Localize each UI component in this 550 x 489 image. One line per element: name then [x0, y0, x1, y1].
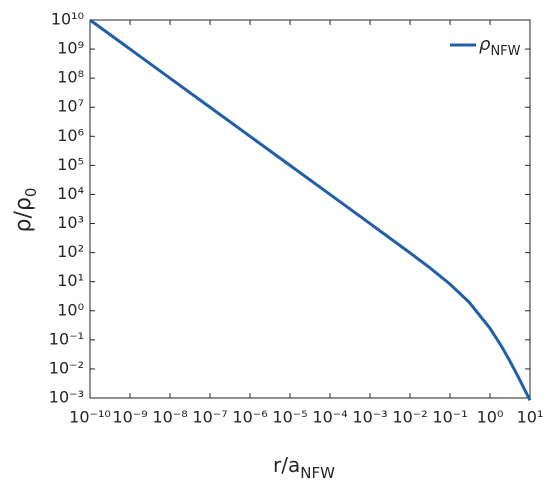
x-tick-label: 10⁻¹	[432, 408, 467, 427]
y-tick-label: 10³	[57, 213, 84, 232]
x-tick-label: 10⁻⁹	[112, 408, 147, 427]
y-tick-label: 10⁸	[57, 68, 84, 87]
x-tick-label: 10⁻¹⁰	[69, 408, 111, 427]
y-label-text: ρ/ρ	[11, 197, 36, 232]
x-tick-label: 10¹	[517, 408, 544, 427]
y-tick-label: 10²	[57, 242, 84, 261]
series-line	[89, 18, 532, 402]
y-tick-label: 10⁷	[57, 97, 84, 116]
legend-subscript: NFW	[490, 44, 520, 59]
x-tick-label: 10⁻⁶	[232, 408, 267, 427]
legend-name: ρ	[479, 34, 491, 55]
y-tick-label: 10⁴	[57, 184, 84, 203]
y-tick-label: 10⁻³	[49, 388, 84, 407]
x-tick-label: 10⁻⁷	[192, 408, 227, 427]
y-tick-label: 10⁹	[57, 39, 84, 58]
x-axis-label: r/aNFW	[273, 453, 335, 482]
y-axis-label: ρ/ρ0	[11, 188, 40, 233]
y-tick-label: 10⁵	[57, 155, 84, 174]
y-tick-label: 10¹	[57, 271, 84, 290]
x-tick-label: 10⁻⁵	[272, 408, 307, 427]
legend-label: ρNFW	[479, 34, 521, 59]
legend: ρNFW	[450, 34, 521, 59]
y-label-subscript: 0	[22, 188, 40, 198]
x-tick-label: 10⁻³	[352, 408, 387, 427]
plot-frame	[89, 19, 531, 399]
x-label-text: r/a	[273, 453, 300, 477]
y-tick-label: 10¹⁰	[51, 10, 84, 29]
y-tick-label: 10⁶	[57, 126, 84, 145]
x-label-subscript: NFW	[300, 464, 335, 482]
y-tick-label: 10⁰	[57, 300, 84, 319]
x-tick-label: 10⁻²	[392, 408, 427, 427]
x-tick-label: 10⁻⁴	[312, 408, 347, 427]
x-tick-label: 10⁻⁸	[152, 408, 187, 427]
x-tick-label: 10⁰	[477, 408, 504, 427]
y-tick-label: 10⁻²	[49, 358, 84, 377]
y-tick-label: 10⁻¹	[49, 329, 84, 348]
